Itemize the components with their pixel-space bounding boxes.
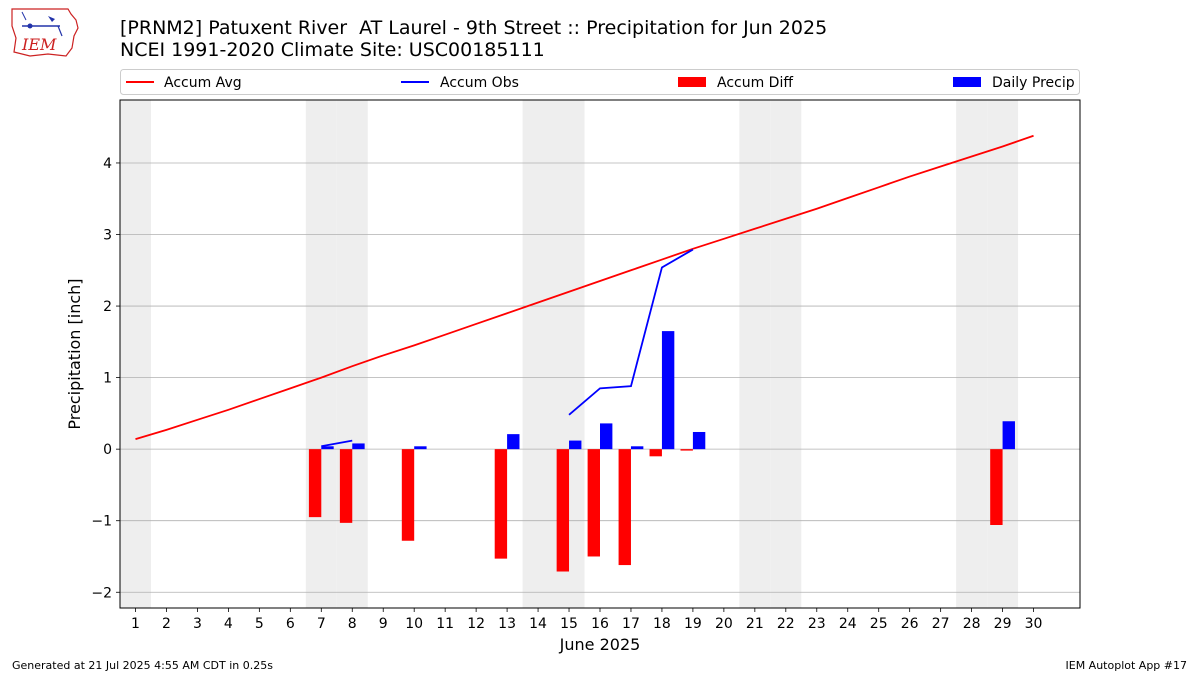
logo-text: IEM (21, 35, 57, 54)
x-tick-label: 8 (348, 616, 357, 632)
x-tick-label: 14 (529, 616, 547, 632)
iem-logo: IEM (8, 6, 80, 58)
accum-diff-bar (401, 449, 415, 541)
x-tick-label: 26 (901, 616, 919, 632)
x-tick-label: 11 (436, 616, 454, 632)
accum-diff-bar (990, 449, 1003, 526)
accum-diff-bar (618, 449, 631, 566)
x-tick-label: 29 (994, 616, 1012, 632)
daily-precip-bar (569, 440, 582, 450)
x-tick-label: 30 (1025, 616, 1043, 632)
x-tick-label: 15 (560, 616, 578, 632)
y-tick-label: 0 (103, 442, 112, 458)
y-tick-label: −2 (91, 585, 112, 601)
accum-diff-bar (339, 449, 353, 523)
x-tick-label: 24 (839, 616, 857, 632)
weekend-shade (956, 100, 988, 608)
chart-title: [PRNM2] Patuxent River AT Laurel - 9th S… (120, 17, 828, 39)
legend-daily-precip-swatch (953, 77, 981, 87)
daily-precip-bar (630, 446, 644, 450)
weekend-shade (739, 100, 771, 608)
y-tick-label: 2 (103, 299, 112, 315)
weekend-shade (305, 100, 337, 608)
x-axis-label: June 2025 (559, 635, 641, 654)
axes-frame (119, 99, 1081, 609)
x-tick-label: 2 (162, 616, 171, 632)
y-tick-label: 4 (103, 156, 112, 172)
legend-box (120, 69, 1080, 95)
x-tick-label: 22 (777, 616, 795, 632)
daily-precip-bar (414, 446, 427, 450)
y-tick-label: 1 (103, 371, 112, 387)
daily-precip-bar (321, 446, 334, 450)
x-tick-label: 21 (746, 616, 764, 632)
x-tick-label: 4 (224, 616, 233, 632)
x-tick-label: 25 (870, 616, 888, 632)
y-axis-label: Precipitation [inch] (65, 278, 84, 429)
accum-avg-line (135, 134, 1034, 441)
accum-diff-bar (649, 449, 662, 457)
x-tick-label: 3 (193, 616, 202, 632)
weekend-shade (770, 100, 802, 608)
legend-accum-diff-swatch (678, 77, 706, 87)
app-note: IEM Autoplot App #17 (1065, 659, 1188, 672)
accum-diff-bar (680, 449, 693, 451)
accum-diff-bar (494, 449, 508, 559)
x-tick-label: 7 (317, 616, 326, 632)
accum-obs-line (568, 248, 694, 416)
y-tick-label: −1 (91, 514, 112, 530)
weekend-shade (987, 100, 1019, 608)
accum-diff-bar (556, 449, 570, 572)
x-tick-label: 28 (963, 616, 981, 632)
accum-diff-bar (308, 449, 322, 518)
chart-subtitle: NCEI 1991-2020 Climate Site: USC00185111 (120, 39, 545, 61)
legend-accum-obs-label: Accum Obs (440, 75, 519, 91)
daily-precip-bar (507, 434, 520, 450)
x-tick-label: 27 (932, 616, 950, 632)
x-tick-label: 19 (684, 616, 702, 632)
weekend-shade (522, 100, 554, 608)
x-tick-label: 23 (808, 616, 826, 632)
x-tick-label: 6 (286, 616, 295, 632)
x-tick-label: 16 (591, 616, 609, 632)
x-tick-label: 5 (255, 616, 264, 632)
x-tick-label: 10 (405, 616, 423, 632)
accum-diff-bar (587, 449, 600, 557)
legend-accum-avg-label: Accum Avg (164, 75, 242, 91)
y-tick-label: 3 (103, 228, 112, 244)
generated-note: Generated at 21 Jul 2025 4:55 AM CDT in … (12, 659, 273, 672)
weekend-shade (120, 100, 151, 608)
x-tick-label: 17 (622, 616, 640, 632)
x-tick-label: 9 (379, 616, 388, 632)
x-tick-label: 18 (653, 616, 671, 632)
iem-logo-icon: IEM (11, 8, 79, 57)
x-tick-label: 1 (131, 616, 140, 632)
daily-precip-bar (1002, 421, 1015, 450)
x-tick-label: 12 (467, 616, 485, 632)
weekend-shade (336, 100, 368, 608)
daily-precip-bar (352, 443, 365, 450)
x-tick-label: 13 (498, 616, 516, 632)
legend-daily-precip-label: Daily Precip (992, 75, 1075, 91)
daily-precip-bar (661, 331, 675, 450)
accum-obs-line (321, 439, 353, 448)
legend-accum-diff-label: Accum Diff (717, 75, 793, 91)
daily-precip-bar (692, 431, 706, 450)
daily-precip-bar (600, 423, 613, 450)
x-tick-label: 20 (715, 616, 733, 632)
